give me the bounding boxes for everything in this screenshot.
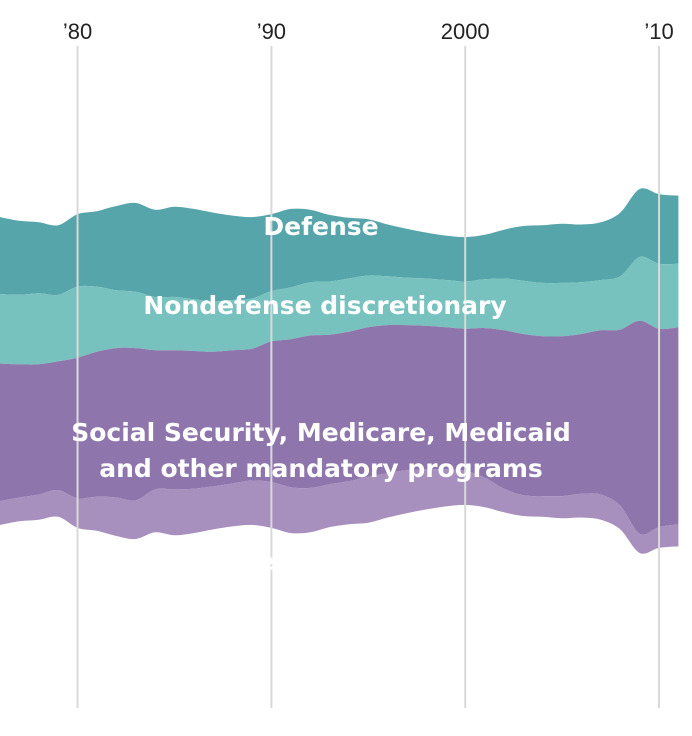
label-defense: Defense xyxy=(263,212,378,241)
label-net-interest: Net interest xyxy=(237,547,407,576)
band-net-interest xyxy=(0,469,679,554)
tick-label-2000: 2000 xyxy=(441,19,490,44)
band-nondefense-discretionary xyxy=(0,256,679,365)
band-mandatory-programs xyxy=(0,320,679,535)
tick-label-2010: ’10 xyxy=(644,19,673,44)
label-mandatory-programs-line-2: and other mandatory programs xyxy=(99,454,543,483)
year-tick-labels: ’80 ’90 2000 ’10 xyxy=(63,19,674,44)
stream-bands xyxy=(0,188,679,554)
year-gridlines xyxy=(76,46,661,708)
tick-label-1990: ’90 xyxy=(257,19,286,44)
band-defense xyxy=(0,188,679,302)
label-nondefense-discretionary: Nondefense discretionary xyxy=(143,291,506,320)
label-mandatory-programs-line-1: Social Security, Medicare, Medicaid xyxy=(71,418,571,447)
tick-label-1980: ’80 xyxy=(63,19,92,44)
band-labels: Defense Nondefense discretionary Social Se… xyxy=(71,212,571,576)
